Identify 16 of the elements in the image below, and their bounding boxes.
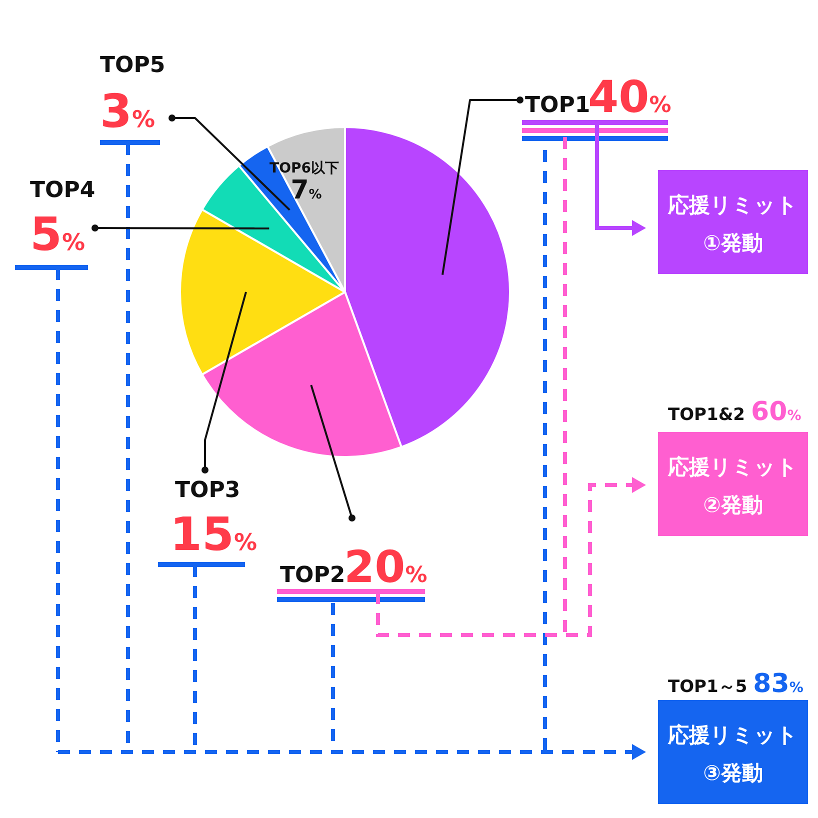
- text: TOP1&2 60%: [668, 397, 802, 427]
- slice-label: TOP5: [100, 53, 166, 78]
- data-label: 7%: [290, 176, 322, 206]
- data-label: 3%: [100, 84, 156, 138]
- slice-label: TOP4: [30, 178, 96, 203]
- data-label: 5%: [30, 207, 86, 261]
- text: 応援リミット ①発動: [667, 193, 798, 255]
- text: TOP1～5 83%: [668, 669, 804, 699]
- data-label: 40%: [588, 72, 672, 123]
- text: 応援リミット ③発動: [667, 723, 798, 785]
- slice-label: TOP1: [525, 93, 590, 118]
- slice-label: TOP3: [175, 478, 240, 503]
- data-label: 15%: [170, 507, 258, 561]
- data-label: 20%: [344, 542, 428, 593]
- slice-label: TOP2: [280, 563, 346, 588]
- text: 応援リミット ②発動: [667, 455, 798, 517]
